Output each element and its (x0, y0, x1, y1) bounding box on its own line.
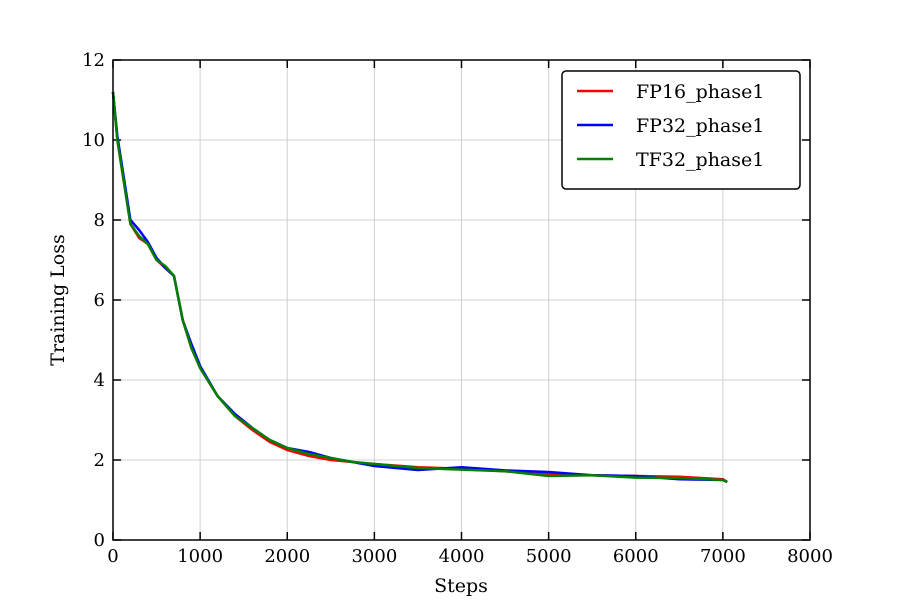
x-axis-label: Steps (434, 575, 488, 597)
legend-label: TF32_phase1 (636, 149, 764, 171)
plot-frame (112, 59, 811, 541)
x-tick-label: 0 (107, 546, 118, 567)
y-tick-label: 10 (82, 130, 105, 151)
x-tick-label: 5000 (526, 546, 572, 567)
x-tick-label: 1000 (177, 546, 223, 567)
legend-label: FP16_phase1 (636, 81, 764, 103)
x-tick-label: 2000 (264, 546, 310, 567)
y-tick-label: 8 (94, 210, 105, 231)
y-tick-label: 0 (94, 530, 105, 551)
legend-label: FP32_phase1 (636, 115, 764, 137)
y-axis-label: Training Loss (47, 234, 69, 365)
series-line (111, 91, 728, 484)
y-tick-label: 12 (82, 50, 105, 71)
x-tick-label: 7000 (700, 546, 746, 567)
x-tick-label: 8000 (787, 546, 833, 567)
y-tick-label: 2 (94, 450, 105, 471)
y-tick-label: 4 (94, 370, 105, 391)
x-tick-label: 6000 (613, 546, 659, 567)
x-tick-label: 3000 (351, 546, 397, 567)
x-tick-label: 4000 (439, 546, 485, 567)
y-tick-label: 6 (94, 290, 105, 311)
legend-box (561, 70, 801, 190)
